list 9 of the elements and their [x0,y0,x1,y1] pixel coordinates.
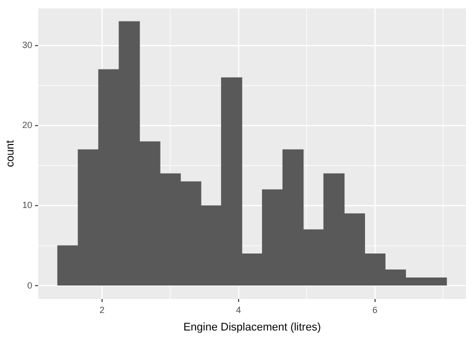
y-tick-label: 10 [22,200,32,210]
y-axis-title: count [4,140,17,168]
x-axis-title: Engine Displacement (litres) [183,321,321,334]
x-tick-label: 6 [372,304,378,315]
y-tick-label: 30 [22,40,32,50]
y-tick-label: 20 [22,120,32,130]
x-tick-label: 4 [236,304,241,315]
y-tick-label: 0 [27,280,32,290]
x-tick-label: 2 [99,304,105,315]
